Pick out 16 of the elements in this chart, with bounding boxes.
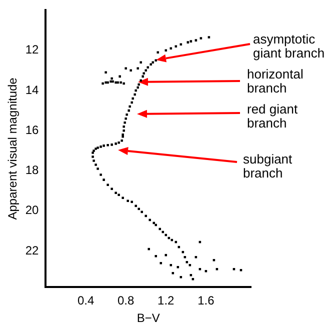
x-tick-label: 0.4: [77, 294, 94, 308]
x-axis-title: B−V: [136, 311, 160, 326]
text: asymptotic giant branch: [253, 32, 325, 61]
y-tick-label: 12: [25, 42, 40, 57]
y-tick-label: 20: [25, 203, 40, 218]
annotation: horizontal branch: [247, 66, 304, 96]
annotation: subgiant branch: [243, 152, 293, 181]
x-tick-label: 0.8: [118, 294, 135, 308]
y-axis-title: Apparent visual magnitude: [6, 77, 20, 220]
x-tick-label: 1.2: [158, 294, 175, 308]
x-tick-label: 1.6: [198, 294, 215, 308]
y-tick-label: 16: [25, 122, 40, 137]
y-tick-label: 14: [25, 82, 40, 97]
y-tick-label: 18: [25, 163, 40, 178]
annotation: red giant branch: [247, 102, 298, 131]
y-tick-label: 22: [25, 243, 40, 258]
